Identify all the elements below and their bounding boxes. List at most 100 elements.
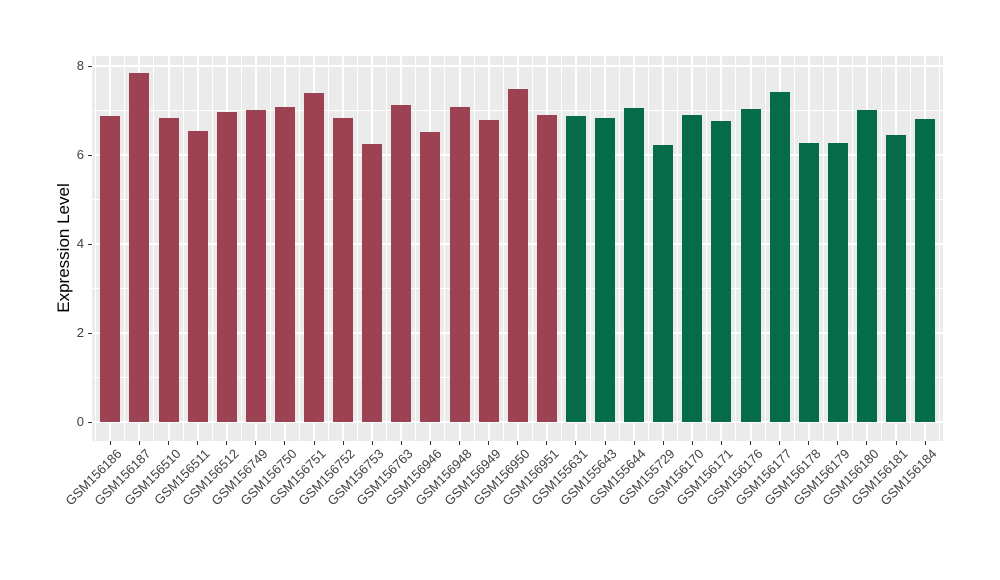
x-tick-mark <box>109 441 111 445</box>
v-gridline-minor <box>240 56 242 441</box>
v-gridline-minor <box>415 56 417 441</box>
v-gridline-minor <box>851 56 853 441</box>
plot-panel <box>92 56 943 441</box>
x-tick-mark <box>866 441 868 445</box>
bar-GSM155644 <box>624 108 645 423</box>
x-tick-mark <box>197 441 199 445</box>
bar-GSM156171 <box>711 121 732 423</box>
bar-GSM155631 <box>565 116 586 423</box>
v-gridline-minor <box>386 56 388 441</box>
bar-GSM156749 <box>245 109 266 423</box>
v-gridline-minor <box>648 56 650 441</box>
v-gridline-minor <box>619 56 621 441</box>
x-tick-mark <box>488 441 490 445</box>
x-tick-mark <box>837 441 839 445</box>
bar-GSM155729 <box>653 145 674 423</box>
x-tick-mark <box>313 441 315 445</box>
v-gridline-minor <box>793 56 795 441</box>
v-gridline-minor <box>880 56 882 441</box>
x-tick-mark <box>429 441 431 445</box>
bar-GSM156750 <box>274 106 295 423</box>
x-tick-mark <box>604 441 606 445</box>
x-tick-mark <box>808 441 810 445</box>
x-tick-mark <box>342 441 344 445</box>
x-tick-mark <box>255 441 257 445</box>
bar-GSM156950 <box>507 89 528 423</box>
bar-GSM156949 <box>478 120 499 423</box>
bar-GSM156948 <box>449 106 470 423</box>
bar-GSM156180 <box>856 110 877 423</box>
v-gridline-minor <box>677 56 679 441</box>
x-tick-mark <box>691 441 693 445</box>
bar-GSM156510 <box>158 117 179 423</box>
v-gridline-minor <box>444 56 446 441</box>
bar-GSM156751 <box>304 92 324 423</box>
y-tick-mark <box>88 243 92 245</box>
bar-GSM156511 <box>187 130 208 423</box>
x-tick-mark <box>138 441 140 445</box>
bar-GSM156184 <box>915 118 936 423</box>
v-gridline-minor <box>211 56 213 441</box>
y-tick-mark <box>88 154 92 156</box>
v-gridline-minor <box>357 56 359 441</box>
y-tick-label: 0 <box>76 414 84 430</box>
x-tick-mark <box>662 441 664 445</box>
x-tick-mark <box>371 441 373 445</box>
y-tick-mark <box>88 421 92 423</box>
bar-GSM156753 <box>362 144 383 423</box>
v-gridline-minor <box>124 56 126 441</box>
bar-GSM156763 <box>391 104 412 423</box>
bar-GSM156752 <box>333 117 354 423</box>
bar-GSM156946 <box>420 132 441 423</box>
bar-GSM156187 <box>129 73 150 423</box>
x-tick-mark <box>924 441 926 445</box>
x-tick-mark <box>750 441 751 445</box>
x-tick-mark <box>400 441 402 445</box>
v-gridline-minor <box>298 56 300 441</box>
v-gridline-minor <box>182 56 184 441</box>
v-gridline-minor <box>822 56 824 441</box>
v-gridline-minor <box>531 56 533 441</box>
x-tick-mark <box>284 441 286 445</box>
v-gridline-minor <box>910 56 912 441</box>
x-tick-mark <box>546 441 548 445</box>
x-tick-mark <box>633 441 635 445</box>
v-gridline-minor <box>153 56 155 441</box>
y-tick-mark <box>88 332 92 334</box>
x-tick-mark <box>779 441 781 445</box>
x-tick-mark <box>720 441 722 445</box>
y-tick-label: 8 <box>76 58 84 74</box>
v-gridline-minor <box>735 56 737 441</box>
bar-GSM156177 <box>769 92 790 423</box>
bar-GSM155643 <box>595 117 615 423</box>
v-gridline-minor <box>269 56 271 441</box>
v-gridline-minor <box>560 56 562 441</box>
bar-GSM156170 <box>682 114 703 423</box>
y-tick-label: 4 <box>76 236 84 252</box>
v-gridline-minor <box>328 56 330 441</box>
x-tick-mark <box>226 441 228 445</box>
y-tick-label: 6 <box>76 147 84 163</box>
v-gridline-minor <box>502 56 504 441</box>
v-gridline-minor <box>473 56 475 441</box>
v-gridline-minor <box>589 56 591 441</box>
bar-GSM156178 <box>798 143 819 423</box>
v-gridline-minor <box>706 56 708 441</box>
y-tick-label: 2 <box>76 325 84 341</box>
bar-GSM156181 <box>886 135 906 423</box>
bar-GSM156179 <box>827 143 848 423</box>
x-tick-mark <box>575 441 577 445</box>
bar-GSM156512 <box>216 112 237 423</box>
bar-GSM156951 <box>536 114 557 423</box>
v-gridline-minor <box>939 56 941 441</box>
x-tick-mark <box>459 441 460 445</box>
v-gridline-minor <box>95 56 97 441</box>
y-tick-mark <box>88 65 92 67</box>
bar-GSM156176 <box>740 108 761 423</box>
x-tick-mark <box>895 441 897 445</box>
bar-GSM156186 <box>100 115 121 423</box>
x-tick-mark <box>168 441 169 445</box>
v-gridline-minor <box>764 56 766 441</box>
x-tick-mark <box>517 441 519 445</box>
